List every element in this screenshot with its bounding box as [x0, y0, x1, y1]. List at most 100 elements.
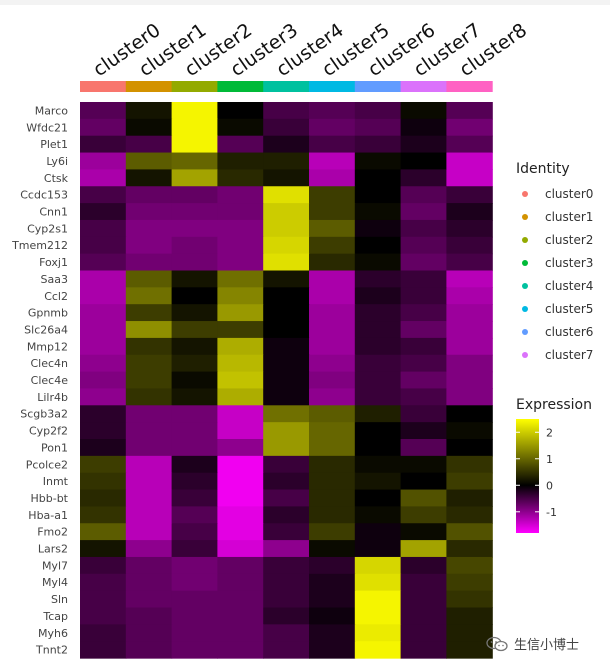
heatmap-cell-Wfdc21-cluster1 [125, 118, 173, 137]
heatmap-cell-Sln-cluster4 [263, 590, 310, 609]
heatmap-cell-Slc26a4-cluster3 [217, 321, 264, 339]
heatmap-cell-Tcap-cluster4 [263, 607, 310, 625]
gene-label-Ccdc153: Ccdc153 [20, 189, 68, 202]
heatmap-cell-Lars2-cluster3 [217, 540, 264, 558]
heatmap-cell-Ly6i-cluster0 [80, 152, 127, 170]
heatmap-cell-Scgb3a2-cluster4 [263, 405, 310, 423]
top-edge-strip [0, 0, 610, 5]
heatmap-cell-Ccl2-cluster5 [309, 287, 356, 305]
heatmap-cell-Pon1-cluster4 [263, 439, 310, 457]
heatmap-cell-Ctsk-cluster6 [354, 169, 402, 187]
heatmap-cell-Wfdc21-cluster7 [400, 118, 447, 137]
heatmap-cell-Clec4n-cluster5 [309, 354, 356, 373]
heatmap-cell-Inmt-cluster6 [354, 472, 402, 491]
identity-swatch-cluster3 [522, 260, 528, 266]
heatmap-cell-Wfdc21-cluster2 [171, 118, 218, 137]
gene-label-Mmp12: Mmp12 [27, 340, 68, 353]
expression-colorbar [516, 419, 539, 533]
heatmap-cell-Myh6-cluster4 [263, 624, 310, 642]
heatmap-cell-Cnn1-cluster4 [263, 203, 310, 221]
heatmap-cell-Myl7-cluster1 [125, 556, 173, 575]
heatmap-cell-Pcolce2-cluster0 [80, 455, 127, 474]
heatmap-cell-Myl7-cluster6 [354, 556, 402, 575]
heatmap-cell-Plet1-cluster3 [217, 135, 264, 154]
heatmap-cell-Mmp12-cluster0 [80, 337, 127, 356]
gene-label-Ccl2: Ccl2 [44, 290, 68, 303]
identity-label-cluster1: cluster1 [545, 210, 593, 224]
heatmap-cell-Wfdc21-cluster3 [217, 118, 264, 137]
heatmap-cell-Sln-cluster6 [354, 590, 402, 609]
heatmap-cell-Myh6-cluster3 [217, 624, 264, 642]
heatmap-cell-Hba-a1-cluster0 [80, 506, 127, 524]
heatmap-cell-Pon1-cluster6 [354, 439, 402, 457]
gene-label-Inmt: Inmt [43, 475, 69, 488]
heatmap-cell-Clec4e-cluster3 [217, 371, 264, 390]
heatmap-cell-Mmp12-cluster4 [263, 337, 310, 356]
heatmap-cell-Cyp2f2-cluster6 [354, 422, 402, 440]
heatmap-cell-Pcolce2-cluster3 [217, 455, 264, 474]
heatmap-cell-Myl4-cluster7 [400, 573, 447, 592]
heatmap-cell-Cyp2f2-cluster4 [263, 422, 310, 440]
heatmap-cell-Ly6i-cluster5 [309, 152, 356, 170]
heatmap-cell-Wfdc21-cluster0 [80, 118, 127, 137]
heatmap-cell-Sln-cluster7 [400, 590, 447, 609]
heatmap-cell-Ctsk-cluster1 [125, 169, 173, 187]
watermark: 生信小博士 [486, 634, 579, 653]
heatmap-cell-Myl4-cluster8 [446, 573, 493, 592]
heatmap-cell-Myh6-cluster1 [125, 624, 173, 642]
heatmap-cell-Myl4-cluster0 [80, 573, 127, 592]
heatmap-cell-Ly6i-cluster6 [354, 152, 402, 170]
heatmap-cell-Tnnt2-cluster0 [80, 641, 127, 659]
heatmap-cell-Pon1-cluster2 [171, 439, 218, 457]
heatmap-cell-Scgb3a2-cluster1 [125, 405, 173, 423]
heatmap-cell-Inmt-cluster3 [217, 472, 264, 491]
heatmap-cell-Inmt-cluster8 [446, 472, 493, 491]
identity-swatch-cluster0 [522, 191, 528, 197]
gene-label-Plet1: Plet1 [40, 138, 68, 151]
heatmap-cell-Hba-a1-cluster2 [171, 506, 218, 524]
identity-swatch-cluster4 [522, 283, 528, 289]
cluster-bar-cluster3 [217, 81, 264, 92]
heatmap-cell-Marco-cluster2 [171, 102, 218, 120]
heatmap-cell-Plet1-cluster5 [309, 135, 356, 154]
heatmap-cell-Myl7-cluster8 [446, 556, 493, 575]
heatmap-cell-Slc26a4-cluster1 [125, 321, 173, 339]
heatmap-cell-Cyp2f2-cluster2 [171, 422, 218, 440]
heatmap-cell-Wfdc21-cluster5 [309, 118, 356, 137]
heatmap-cell-Plet1-cluster4 [263, 135, 310, 154]
gene-label-Lilr4b: Lilr4b [37, 391, 68, 404]
heatmap-cell-Lars2-cluster2 [171, 540, 218, 558]
heatmap-cell-Lars2-cluster0 [80, 540, 127, 558]
identity-label-cluster5: cluster5 [545, 302, 593, 316]
heatmap-cell-Marco-cluster1 [125, 102, 173, 120]
heatmap-cell-Cyp2f2-cluster0 [80, 422, 127, 440]
heatmap-cell-Fmo2-cluster0 [80, 523, 127, 541]
gene-label-Gpnmb: Gpnmb [28, 307, 68, 320]
heatmap-cell-Cnn1-cluster2 [171, 203, 218, 221]
heatmap-cell-Tcap-cluster0 [80, 607, 127, 625]
heatmap-cell-Sln-cluster0 [80, 590, 127, 609]
heatmap-cell-Clec4n-cluster0 [80, 354, 127, 373]
gene-label-Cyp2f2: Cyp2f2 [29, 425, 68, 438]
heatmap-cell-Ccdc153-cluster8 [446, 186, 493, 204]
heatmap-cell-Cyp2s1-cluster5 [309, 219, 356, 238]
heatmap-cell-Ctsk-cluster5 [309, 169, 356, 187]
heatmap-cell-Tnnt2-cluster6 [354, 641, 402, 659]
heatmap-cell-Ccdc153-cluster6 [354, 186, 402, 204]
heatmap-cell-Inmt-cluster1 [125, 472, 173, 491]
gene-label-Myl7: Myl7 [42, 559, 68, 572]
gene-label-Pcolce2: Pcolce2 [26, 458, 68, 471]
heatmap-cell-Marco-cluster0 [80, 102, 127, 120]
heatmap-cell-Inmt-cluster7 [400, 472, 447, 491]
gene-label-Saa3: Saa3 [41, 273, 68, 286]
heatmap-cell-Scgb3a2-cluster0 [80, 405, 127, 423]
heatmap-cell-Hba-a1-cluster3 [217, 506, 264, 524]
heatmap-cell-Plet1-cluster2 [171, 135, 218, 154]
identity-label-cluster3: cluster3 [545, 256, 593, 270]
heatmap-cell-Plet1-cluster1 [125, 135, 173, 154]
gene-label-Fmo2: Fmo2 [37, 526, 68, 539]
heatmap-cell-Tcap-cluster6 [354, 607, 402, 625]
gene-label-Scgb3a2: Scgb3a2 [20, 408, 68, 421]
heatmap-cell-Fmo2-cluster3 [217, 523, 264, 541]
heatmap-cell-Clec4n-cluster2 [171, 354, 218, 373]
